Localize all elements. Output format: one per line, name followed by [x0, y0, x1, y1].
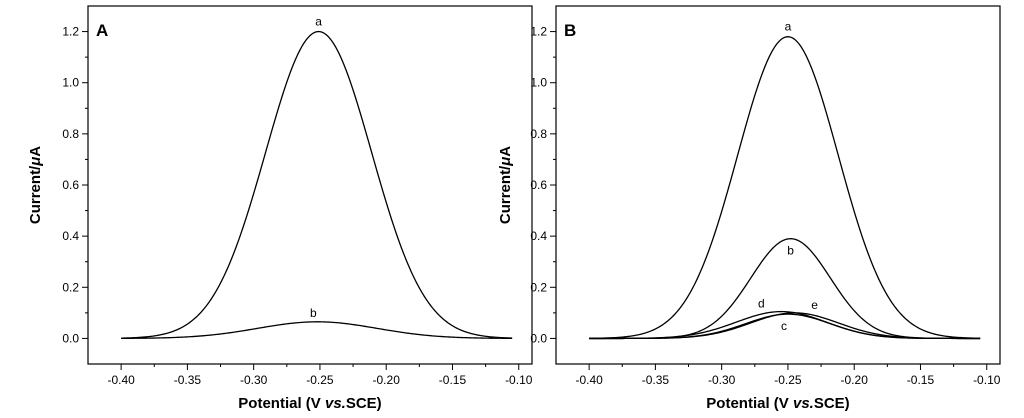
curve-b — [121, 321, 513, 339]
curves-b — [589, 36, 981, 340]
curve-label-a: a — [785, 20, 792, 34]
x-tick-label: -0.20 — [373, 373, 401, 387]
x-tick-label: -0.40 — [575, 373, 603, 387]
curve-e — [589, 312, 981, 340]
x-tick-label: -0.35 — [642, 373, 670, 387]
y-tick-label: 1.2 — [62, 25, 79, 39]
x-tick-label: -0.15 — [907, 373, 935, 387]
y-tick-label: 0.4 — [530, 229, 547, 243]
y-tick-label: 1.0 — [62, 76, 79, 90]
y-tick-label: 0.8 — [530, 127, 547, 141]
curve-label-c: c — [781, 319, 787, 333]
panel-b: B -0.40 -0.35 -0.30 -0.25 -0.20 -0.15 -0.10 0.0… — [497, 5, 1001, 412]
x-axis-title-b: Potential (V vs.SCE) — [706, 395, 849, 412]
x-tick-label: -0.10 — [973, 373, 1001, 387]
x-tick-label: -0.20 — [841, 373, 869, 387]
y-tick-label: 1.0 — [530, 76, 547, 90]
y-tick-label: 0.4 — [62, 229, 79, 243]
curve-label-b: b — [787, 244, 794, 258]
curve-label-d: d — [758, 297, 765, 311]
plot-frame-b — [555, 5, 1001, 365]
y-tick-label: 0.0 — [62, 331, 79, 345]
curve-a — [121, 30, 513, 339]
y-tick-label: 0.0 — [530, 331, 547, 345]
x-tick-label: -0.25 — [774, 373, 802, 387]
x-axis-title-a: Potential (V vs.SCE) — [238, 395, 381, 412]
curves-a — [121, 30, 513, 339]
y-axis-title-a: Current/μA — [27, 146, 44, 224]
curve-label-a: a — [315, 15, 322, 29]
y-tick-label: 0.8 — [62, 127, 79, 141]
x-tick-label: -0.25 — [306, 373, 334, 387]
y-tick-label: 0.6 — [62, 178, 79, 192]
y-tick-label: 0.6 — [530, 178, 547, 192]
x-tick-label: -0.35 — [174, 373, 202, 387]
x-tick-label: -0.15 — [439, 373, 467, 387]
curve-a — [589, 36, 981, 339]
x-tick-label: -0.10 — [505, 373, 533, 387]
y-tick-label: 0.2 — [62, 280, 79, 294]
panel-letter-b: B — [564, 21, 576, 40]
y-tick-label: 0.2 — [530, 280, 547, 294]
x-tick-label: -0.40 — [107, 373, 135, 387]
axis-ticks-a: -0.40 -0.35 -0.30 -0.25 -0.20 -0.15 -0.10 0.0 0.… — [62, 25, 532, 387]
curve-labels-a: ab — [310, 15, 322, 320]
y-axis-title-b: Current/μA — [497, 146, 514, 224]
x-tick-label: -0.30 — [708, 373, 736, 387]
panel-a: A -0.40 -0.35 -0.30 -0.25 -0.20 -0.15 -0.10 0.0… — [27, 5, 533, 412]
curve-label-e: e — [811, 298, 818, 312]
curve-label-b: b — [310, 306, 317, 320]
curve-labels-b: a b c d e — [758, 20, 818, 333]
x-tick-label: -0.30 — [240, 373, 268, 387]
axis-ticks-b: -0.40 -0.35 -0.30 -0.25 -0.20 -0.15 -0.10 0.0 0.… — [530, 25, 1000, 387]
panel-letter-a: A — [96, 21, 108, 40]
y-tick-label: 1.2 — [530, 25, 547, 39]
